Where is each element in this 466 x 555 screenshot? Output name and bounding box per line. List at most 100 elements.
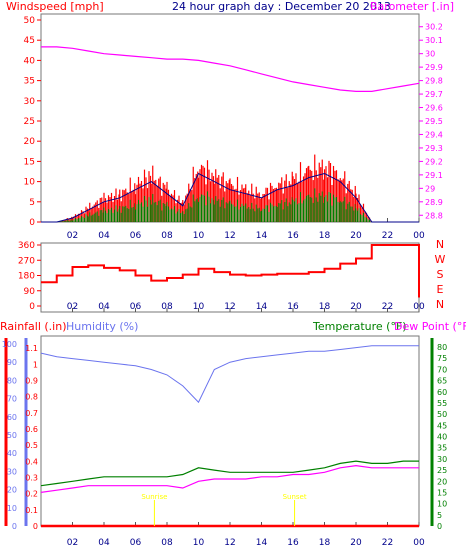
temperature-y-tick-label: 15 [437, 488, 447, 497]
climate-x-tick-label: 02 [67, 538, 78, 548]
temperature-y-tick-label: 55 [437, 399, 447, 408]
compass-label: N [436, 238, 444, 251]
wind-y-tick-label: 25 [24, 117, 35, 127]
temperature-y-tick-label: 50 [437, 410, 447, 419]
wind-y-tick-label: 30 [24, 97, 36, 107]
wind-y-tick-label: 20 [24, 137, 36, 147]
temperature-y-tick-label: 30 [437, 455, 447, 464]
humidity-y-tick-label: 0 [12, 522, 17, 531]
wind-x-tick-label: 20 [350, 231, 362, 241]
rain-y-tick-label: 0 [33, 522, 38, 531]
dir-x-tick-label: 20 [350, 302, 362, 312]
dir-x-tick-label: 02 [67, 302, 78, 312]
rain-y-tick-label: 0.2 [25, 490, 38, 499]
wind-x-tick-label: 18 [319, 231, 331, 241]
wind-y-tick-label: 15 [24, 157, 35, 167]
wind-y-tick-label: 0 [29, 218, 35, 228]
dir-y-tick-label: 360 [18, 241, 35, 251]
baro-y-tick-label: 29.9 [425, 63, 443, 72]
rain-y-tick-label: 0.6 [25, 425, 38, 434]
sunset-label: Sunset [283, 493, 307, 501]
humidity-label: Humidity (%) [66, 320, 138, 333]
wind-x-tick-label: 10 [193, 231, 205, 241]
baro-y-tick-label: 28.9 [425, 198, 443, 207]
temperature-y-tick-label: 35 [437, 444, 447, 453]
wind-y-tick-label: 10 [24, 178, 36, 188]
rain-y-tick-label: 0.5 [25, 441, 38, 450]
humidity-y-tick-label: 40 [7, 449, 17, 458]
humidity-y-tick-label: 20 [7, 486, 17, 495]
baro-y-tick-label: 29 [425, 184, 435, 193]
baro-y-tick-label: 29.5 [425, 117, 443, 126]
rain-y-tick-label: 1 [33, 360, 38, 369]
humidity-y-tick-label: 90 [7, 358, 17, 367]
sunrise-label: Sunrise [141, 493, 167, 501]
temperature-y-tick-label: 20 [437, 477, 447, 486]
baro-y-tick-label: 30.2 [425, 23, 443, 32]
baro-y-tick-label: 29.3 [425, 144, 443, 153]
temperature-y-tick-label: 70 [437, 365, 447, 374]
graph-title: 24 hour graph day : December 20 2013 [172, 0, 391, 13]
dir-x-tick-label: 16 [287, 302, 299, 312]
windspeed-line [41, 172, 419, 223]
dewpoint-line [40, 464, 419, 493]
dir-x-tick-label: 18 [319, 302, 331, 312]
temperature-y-tick-label: 80 [437, 343, 447, 352]
dir-x-tick-label: 00 [413, 302, 425, 312]
humidity-y-tick-label: 50 [7, 431, 17, 440]
temperature-y-tick-label: 40 [437, 433, 447, 442]
wind-x-tick-label: 14 [256, 231, 268, 241]
compass-label: E [437, 283, 444, 296]
wind-y-tick-label: 40 [24, 56, 36, 66]
compass-label: W [435, 253, 446, 266]
dir-x-tick-label: 04 [98, 302, 110, 312]
climate-x-tick-label: 04 [98, 538, 110, 548]
dir-y-tick-label: 0 [29, 302, 35, 312]
climate-x-tick-label: 22 [382, 538, 393, 548]
rain-y-tick-label: 0.1 [25, 506, 38, 515]
rainfall-label: Rainfall (.in) [0, 320, 67, 333]
humidity-line [40, 345, 419, 404]
temperature-y-tick-label: 60 [437, 388, 447, 397]
wind-x-tick-label: 16 [287, 231, 299, 241]
rain-y-tick-label: 0.4 [25, 457, 38, 466]
dir-x-tick-label: 06 [130, 302, 142, 312]
dir-y-tick-label: 90 [24, 287, 36, 297]
climate-x-tick-label: 14 [256, 538, 268, 548]
temperature-y-tick-label: 10 [437, 500, 447, 509]
climate-x-tick-label: 20 [350, 538, 362, 548]
climate-x-tick-label: 06 [130, 538, 142, 548]
wind-panel: 0 5 10 15 20 25 30 35 40 45 50 28.8 28.9 29 29.1 29.2 29… [24, 16, 443, 241]
dewpoint-label: Dew Point (°F) [394, 320, 466, 333]
compass-label: N [436, 298, 444, 311]
wind-y-tick-label: 35 [24, 77, 35, 87]
climate-x-tick-label: 00 [413, 538, 425, 548]
dir-y-tick-label: 270 [18, 256, 35, 266]
humidity-y-tick-label: 70 [7, 395, 17, 404]
humidity-y-tick-label: 80 [7, 376, 17, 385]
compass-label: S [437, 268, 444, 281]
dir-y-tick-label: 180 [18, 272, 35, 282]
dir-x-tick-label: 08 [161, 302, 173, 312]
wind-direction-line [41, 244, 420, 298]
rain-y-tick-label: 0.9 [25, 376, 38, 385]
wind-x-tick-label: 08 [161, 231, 173, 241]
humidity-y-tick-label: 100 [2, 340, 17, 349]
wind-x-tick-label: 02 [67, 231, 78, 241]
dir-x-tick-label: 12 [224, 302, 235, 312]
baro-y-tick-label: 29.6 [425, 104, 443, 113]
rain-y-tick-label: 1.1 [25, 344, 38, 353]
temperature-y-tick-label: 45 [437, 421, 447, 430]
baro-y-tick-label: 30 [425, 50, 435, 59]
baro-y-tick-label: 29.8 [425, 77, 443, 86]
climate-x-tick-label: 18 [319, 538, 331, 548]
wind-x-tick-label: 22 [382, 231, 393, 241]
baro-y-tick-label: 30.1 [425, 36, 443, 45]
barometer-title: Barometer [.in] [370, 0, 454, 13]
baro-y-tick-label: 29.4 [425, 130, 443, 139]
temperature-y-tick-label: 5 [437, 511, 442, 520]
humidity-y-tick-label: 30 [7, 467, 17, 476]
climate-x-tick-label: 16 [287, 538, 299, 548]
